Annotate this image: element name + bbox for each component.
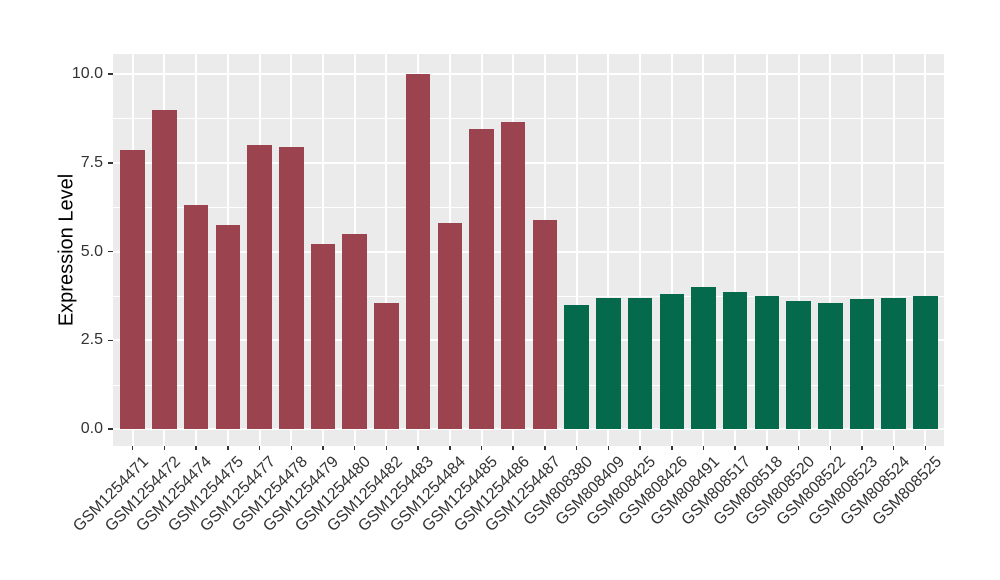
bar (818, 302, 843, 429)
bar (627, 297, 653, 429)
x-tick-mark (449, 446, 451, 450)
x-tick-mark (322, 446, 324, 450)
x-tick-mark (797, 446, 800, 450)
bar (120, 150, 145, 429)
gridline-x (892, 54, 895, 446)
gridline-x (765, 54, 768, 446)
bar (279, 146, 304, 429)
x-tick-mark (385, 446, 388, 450)
x-tick-mark (480, 446, 483, 450)
y-tick-label: 7.5 (80, 153, 103, 171)
minor-gridline-y (113, 118, 944, 120)
gridline-x (607, 54, 610, 446)
bar (310, 244, 336, 429)
minor-gridline-y (113, 295, 944, 297)
bar (786, 301, 811, 429)
x-tick-mark (671, 446, 673, 450)
x-tick-mark (702, 446, 705, 450)
x-tick-mark (924, 446, 927, 450)
bar (215, 224, 241, 429)
x-tick-mark (607, 446, 610, 450)
x-tick-mark (575, 446, 578, 450)
bar (500, 121, 526, 429)
bar (849, 299, 875, 429)
gridline-x (924, 54, 927, 446)
x-tick-mark (512, 446, 514, 450)
y-tick-mark (108, 428, 113, 430)
bar (691, 287, 716, 429)
x-tick-mark (163, 446, 166, 450)
plot-panel (113, 54, 944, 446)
bar (405, 74, 431, 429)
gridline-x (861, 54, 864, 446)
x-tick-mark (353, 446, 356, 450)
bar (437, 223, 463, 429)
bar (374, 302, 399, 429)
x-tick-mark (639, 446, 641, 450)
x-tick-mark (258, 446, 261, 450)
bar (469, 129, 494, 429)
y-tick-label: 10.0 (71, 65, 103, 82)
x-tick-mark (290, 446, 292, 450)
x-tick-mark (227, 446, 229, 450)
gridline-x (797, 54, 800, 446)
gridline-x (702, 54, 705, 446)
gridline-x (385, 54, 388, 446)
x-tick-mark (734, 446, 736, 450)
gridline-x (829, 54, 832, 446)
major-gridline-y (113, 161, 944, 164)
x-tick-mark (892, 446, 895, 450)
bar (659, 294, 685, 429)
y-tick-label: 0.0 (80, 420, 103, 437)
gridline-x (639, 54, 642, 446)
gridline-x (670, 54, 673, 446)
major-gridline-y (113, 73, 944, 75)
bar (532, 219, 558, 429)
bar (247, 145, 272, 429)
bar (183, 205, 209, 429)
y-tick-mark (108, 162, 113, 164)
bar (342, 233, 367, 429)
x-tick-mark (829, 446, 832, 450)
minor-gridline-y (113, 384, 944, 386)
major-gridline-y (113, 428, 944, 430)
y-axis-title: Expression Level (55, 173, 78, 327)
bar (596, 297, 621, 429)
y-tick-mark (108, 250, 113, 253)
bar (913, 295, 938, 429)
bar (722, 292, 748, 429)
major-gridline-y (113, 250, 944, 253)
x-tick-mark (417, 446, 419, 450)
y-tick-label: 2.5 (80, 331, 103, 349)
bar (564, 304, 589, 429)
y-tick-mark (108, 339, 113, 341)
x-tick-mark (544, 446, 546, 450)
y-tick-label: 5.0 (80, 242, 103, 260)
bar (152, 109, 177, 429)
bar (881, 297, 906, 429)
bar (754, 295, 780, 429)
gridline-x (575, 54, 578, 446)
minor-gridline-y (113, 207, 944, 209)
x-tick-mark (195, 446, 197, 450)
major-gridline-y (113, 339, 944, 342)
x-tick-mark (766, 446, 768, 450)
x-tick-mark (131, 446, 134, 450)
x-tick-mark (861, 446, 863, 450)
gridline-x (734, 54, 737, 446)
y-tick-mark (108, 73, 113, 75)
